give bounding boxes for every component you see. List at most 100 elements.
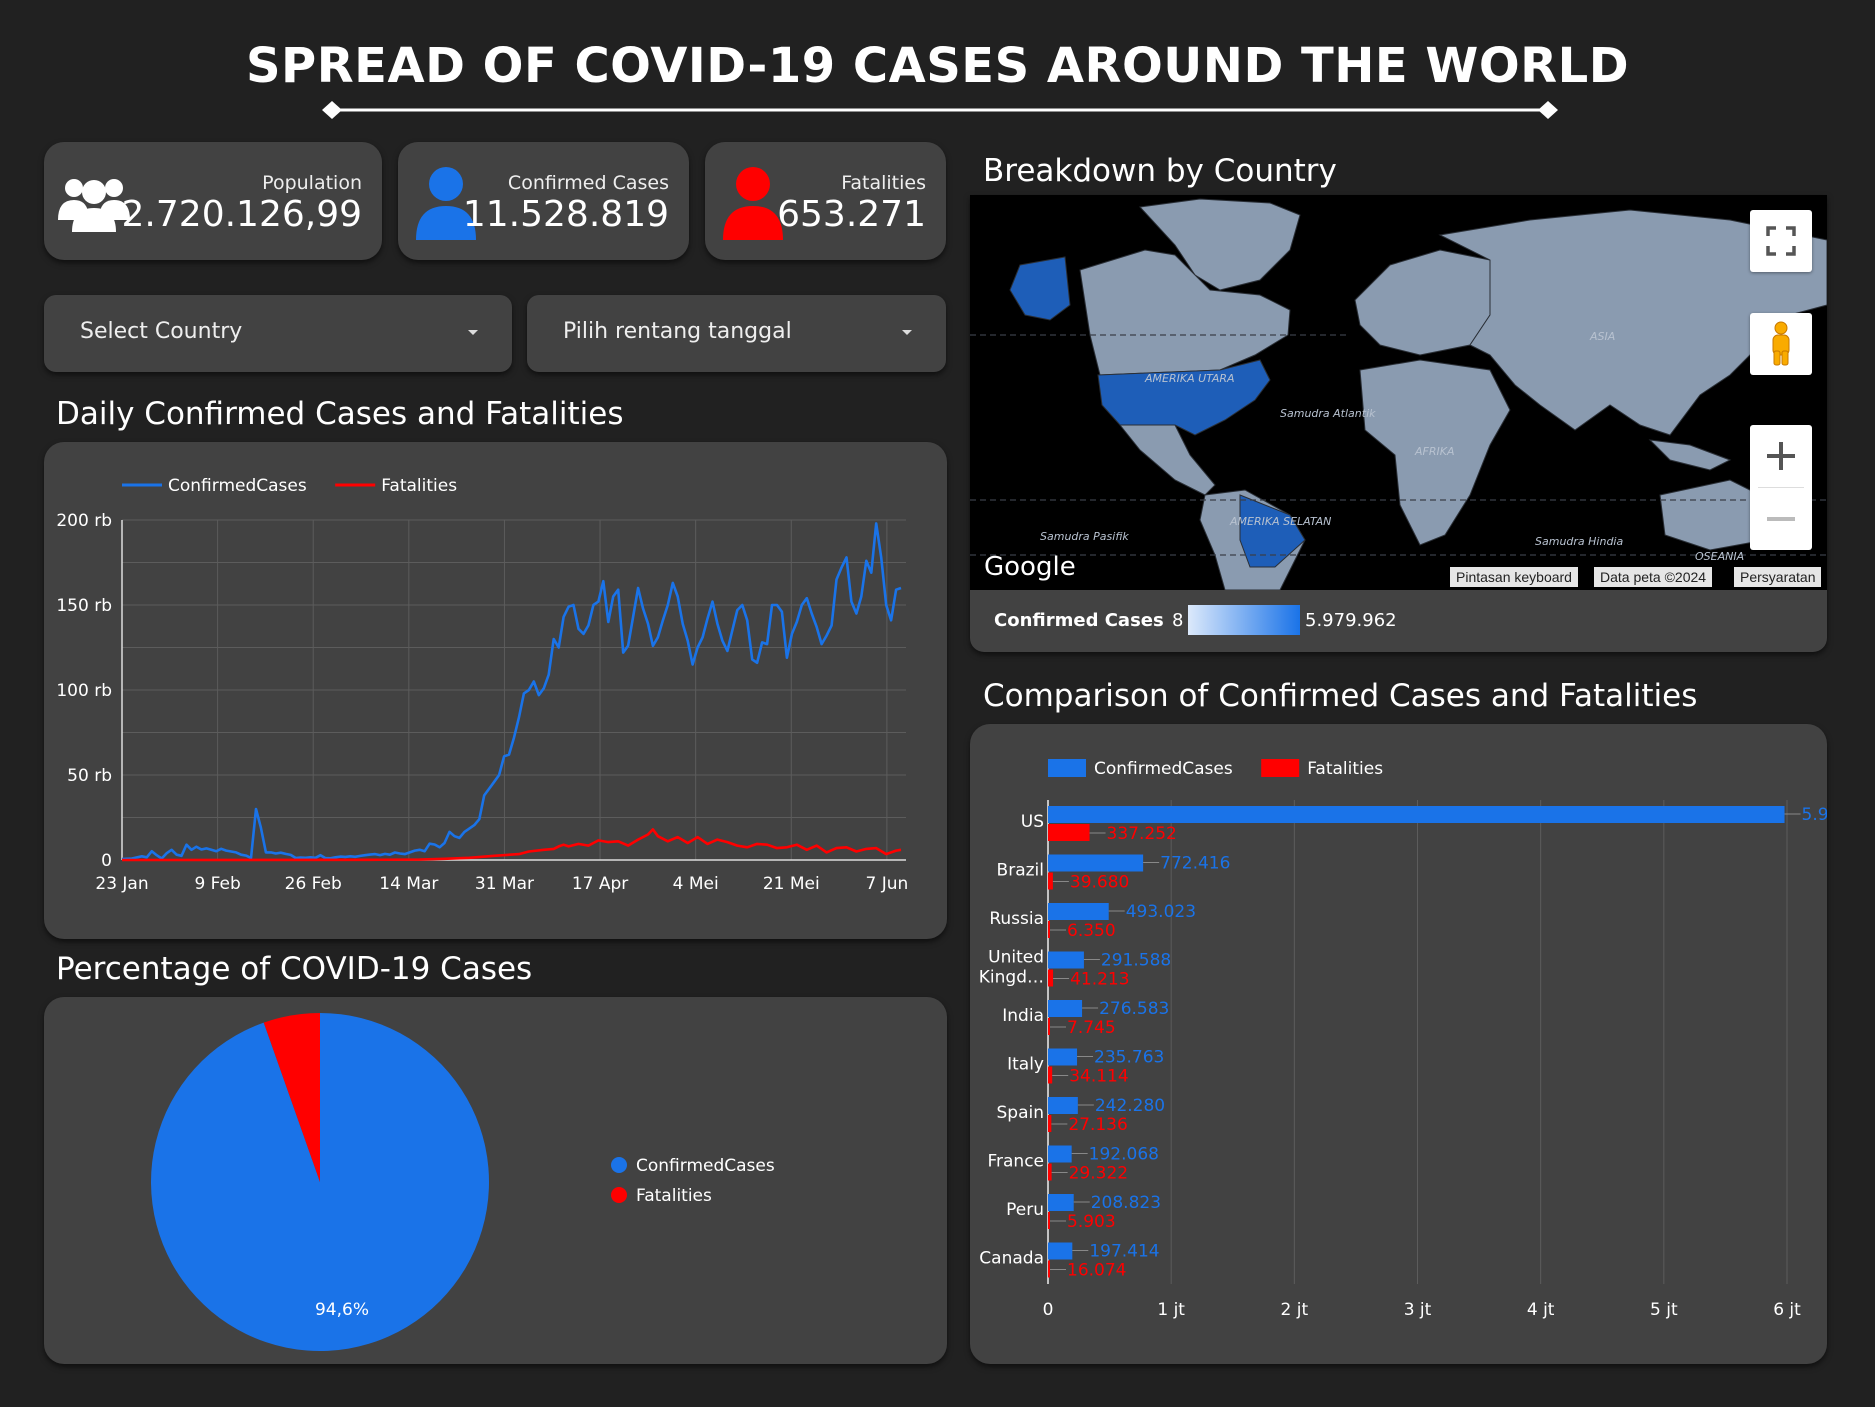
bar-confirmed <box>1048 1145 1072 1163</box>
map-legend-gradient <box>1188 605 1300 635</box>
bar-data-label: 6.350 <box>1067 921 1116 941</box>
pie-data-label: 94,6% <box>315 1300 369 1320</box>
bar-fatalities <box>1048 1018 1050 1035</box>
kpi-population-label: Population <box>262 172 362 194</box>
chevron-down-icon <box>468 330 478 335</box>
zoom-divider <box>1758 487 1804 488</box>
bar-confirmed <box>1048 1000 1083 1017</box>
bar-data-label: 39.680 <box>1070 873 1129 893</box>
title-divider <box>322 101 1558 119</box>
world-map[interactable]: ASIA AMERIKA UTARA Samudra Atlantik AFRI… <box>970 195 1827 590</box>
bar-fatalities <box>1048 1260 1050 1278</box>
category-label: Brazil <box>997 861 1044 881</box>
daily-chart-card: 23 Jan 9 Feb 26 Feb 14 Mar 31 Mar 17 Apr 4 Mei… <box>44 442 947 939</box>
country-select-label: Select Country <box>80 319 243 344</box>
users-icon <box>58 179 130 232</box>
comparison-bar-chart: 0 1 jt 2 jt 3 jt 4 jt 5 jt 6 jt US 5.9 337.252 Br… <box>979 759 1829 1320</box>
x-tick-label: 4 jt <box>1527 1300 1555 1320</box>
kpi-confirmed-label: Confirmed Cases <box>507 172 669 194</box>
y-tick-label: 150 rb <box>56 596 112 616</box>
bar-confirmed <box>1048 1194 1074 1211</box>
legend-swatch <box>611 1187 627 1203</box>
person-icon <box>416 167 476 240</box>
bar-fatalities <box>1048 921 1050 938</box>
x-tick-label: 26 Feb <box>285 874 342 894</box>
y-tick-label: 200 rb <box>56 511 112 531</box>
x-tick-label: 17 Apr <box>572 874 628 894</box>
bar-data-label: 772.416 <box>1160 854 1230 874</box>
category-label: Spain <box>997 1103 1045 1123</box>
daily-chart-title: Daily Confirmed Cases and Fatalities <box>56 396 624 432</box>
fullscreen-button[interactable] <box>1750 210 1812 272</box>
x-tick-label: 6 jt <box>1773 1300 1801 1320</box>
legend-swatch <box>1048 759 1086 777</box>
map-alaska <box>1009 256 1071 321</box>
bar-data-label: 192.068 <box>1089 1145 1159 1165</box>
bar-data-label: 5.903 <box>1067 1212 1116 1232</box>
y-tick-label: 0 <box>101 851 112 871</box>
bar-data-label: 29.322 <box>1069 1164 1128 1184</box>
x-tick-label: 4 Mei <box>673 874 719 894</box>
kpi-fatalities-card: Fatalities 653.271 <box>705 142 946 260</box>
map-title: Breakdown by Country <box>983 153 1337 189</box>
bar-data-label: 16.074 <box>1067 1261 1126 1281</box>
daily-line-chart: 23 Jan 9 Feb 26 Feb 14 Mar 31 Mar 17 Apr 4 Mei… <box>56 476 908 894</box>
x-tick-label: 2 jt <box>1281 1300 1309 1320</box>
kpi-confirmed-value: 11.528.819 <box>462 194 669 235</box>
legend-label: ConfirmedCases <box>1094 759 1233 779</box>
category-label: India <box>1002 1006 1044 1026</box>
bar-confirmed <box>1048 951 1084 969</box>
y-tick-label: 50 rb <box>67 766 112 786</box>
x-tick-label: 1 jt <box>1157 1300 1185 1320</box>
map-label: AMERIKA SELATAN <box>1229 515 1331 528</box>
map-legend-max: 5.979.962 <box>1305 610 1397 631</box>
bar-data-label: 5.9 <box>1802 805 1827 825</box>
map-label: AFRIKA <box>1414 445 1454 458</box>
map-mexico <box>1118 424 1216 496</box>
bar-data-label: 27.136 <box>1068 1115 1127 1135</box>
zoom-in-button[interactable] <box>1750 425 1812 487</box>
bar-fatalities <box>1048 1115 1052 1132</box>
street-view-button[interactable] <box>1750 313 1812 375</box>
date-range-label: Pilih rentang tanggal <box>563 319 792 344</box>
map-africa <box>1359 359 1511 546</box>
pie-slice-fatalities <box>263 1013 320 1182</box>
bar-data-label: 493.023 <box>1126 902 1196 922</box>
country-select[interactable]: Select Country <box>44 295 512 372</box>
person-icon <box>723 167 783 240</box>
kpi-confirmed-card: Confirmed Cases 11.528.819 <box>398 142 689 260</box>
bar-fatalities <box>1048 1212 1050 1229</box>
x-tick-label: 9 Feb <box>194 874 240 894</box>
map-greenland <box>1138 198 1301 291</box>
bar-confirmed <box>1048 903 1109 920</box>
bar-fatalities <box>1048 1163 1052 1181</box>
category-label: Kingd… <box>979 968 1044 988</box>
y-tick-label: 100 rb <box>56 681 112 701</box>
bar-confirmed <box>1048 1048 1078 1066</box>
x-tick-label: 31 Mar <box>475 874 534 894</box>
date-range-select[interactable]: Pilih rentang tanggal <box>527 295 946 372</box>
legend-label: Fatalities <box>636 1186 712 1206</box>
bar-data-label: 7.745 <box>1067 1018 1116 1038</box>
legend-label: Fatalities <box>381 476 457 496</box>
map-terms-link[interactable]: Persyaratan <box>1734 567 1822 587</box>
bar-fatalities <box>1048 969 1054 987</box>
bar-data-label: 337.252 <box>1107 824 1177 844</box>
map-keyboard-shortcuts-link[interactable]: Pintasan keyboard <box>1450 567 1578 587</box>
x-tick-label: 14 Mar <box>379 874 438 894</box>
zoom-control <box>1750 425 1812 550</box>
x-tick-label: 0 <box>1043 1300 1054 1320</box>
map-data-attribution: Data peta ©2024 <box>1594 567 1713 587</box>
kpi-fatalities-label: Fatalities <box>841 172 926 194</box>
series-line-confirmedcases <box>121 522 902 861</box>
category-label: Russia <box>989 909 1044 929</box>
zoom-out-button[interactable] <box>1750 488 1812 550</box>
x-tick-label: 21 Mei <box>763 874 820 894</box>
bar-data-label: 235.763 <box>1094 1048 1164 1068</box>
bar-confirmed <box>1048 1097 1078 1114</box>
category-label: US <box>1021 812 1044 832</box>
map-label: Samudra Atlantik <box>1280 407 1376 420</box>
legend-label: Fatalities <box>1307 759 1383 779</box>
bar-confirmed <box>1048 806 1785 823</box>
legend-swatch <box>611 1157 627 1173</box>
